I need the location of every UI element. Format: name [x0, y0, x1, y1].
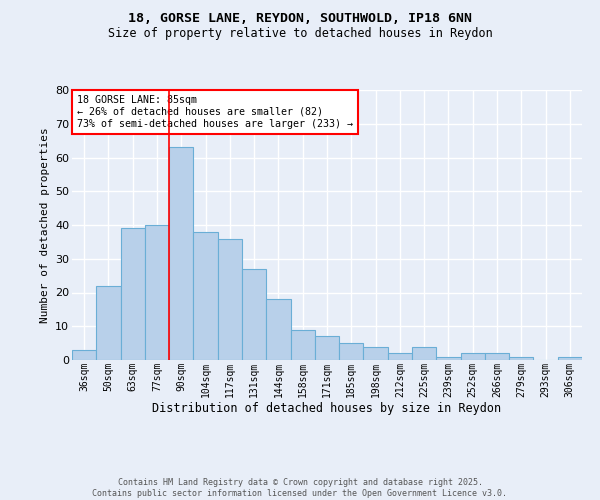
Bar [218, 238, 242, 360]
Bar [436, 356, 461, 360]
Text: Size of property relative to detached houses in Reydon: Size of property relative to detached ho… [107, 28, 493, 40]
Bar [290, 330, 315, 360]
Bar [242, 269, 266, 360]
Bar [169, 148, 193, 360]
Bar [315, 336, 339, 360]
Text: Contains HM Land Registry data © Crown copyright and database right 2025.
Contai: Contains HM Land Registry data © Crown c… [92, 478, 508, 498]
Bar [388, 353, 412, 360]
Bar [485, 353, 509, 360]
Y-axis label: Number of detached properties: Number of detached properties [40, 127, 50, 323]
Bar [72, 350, 96, 360]
Bar [339, 343, 364, 360]
Bar [461, 353, 485, 360]
Bar [558, 356, 582, 360]
Bar [96, 286, 121, 360]
Bar [509, 356, 533, 360]
Bar [121, 228, 145, 360]
Bar [412, 346, 436, 360]
Bar [193, 232, 218, 360]
Bar [145, 225, 169, 360]
Text: 18, GORSE LANE, REYDON, SOUTHWOLD, IP18 6NN: 18, GORSE LANE, REYDON, SOUTHWOLD, IP18 … [128, 12, 472, 26]
Bar [364, 346, 388, 360]
X-axis label: Distribution of detached houses by size in Reydon: Distribution of detached houses by size … [152, 402, 502, 415]
Bar [266, 299, 290, 360]
Text: 18 GORSE LANE: 85sqm
← 26% of detached houses are smaller (82)
73% of semi-detac: 18 GORSE LANE: 85sqm ← 26% of detached h… [77, 96, 353, 128]
